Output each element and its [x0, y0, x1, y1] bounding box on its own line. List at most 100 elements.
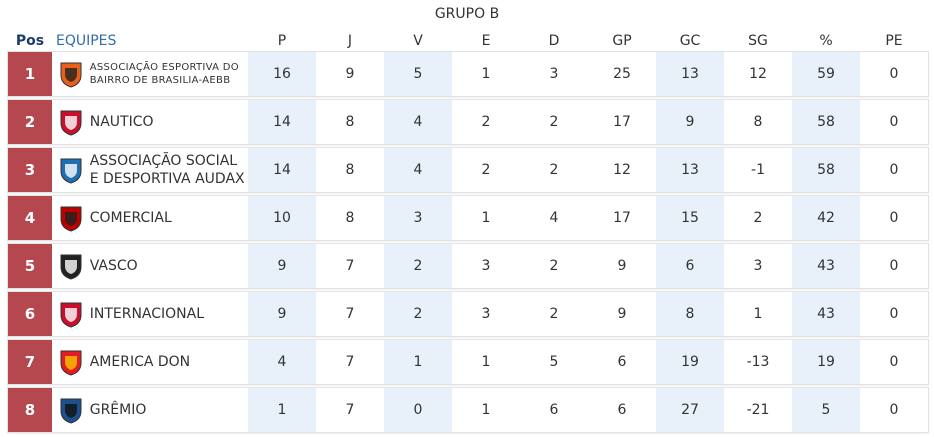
group-title: GRUPO B	[434, 6, 500, 22]
stat-cell: 8	[656, 292, 724, 336]
stat-cell: 13	[656, 148, 724, 192]
team-name: ASSOCIAÇÃO SOCIAL E DESPORTIVA AUDAX	[89, 153, 245, 187]
stat-cell: 0	[889, 258, 899, 274]
stat-cell: 6	[656, 244, 724, 288]
stat-cell: 0	[889, 402, 899, 418]
stat-cell: 12	[749, 66, 767, 82]
team-row: 1 ASSOCIAÇÃO ESPORTIVA DO BAIRRO DE BRASI…	[8, 52, 928, 96]
position-cell: 5	[8, 244, 52, 288]
header-cell: E	[481, 33, 491, 49]
stat-cell: 4	[248, 340, 316, 384]
stat-cell: 19	[656, 340, 724, 384]
stat-cell: 3	[481, 306, 491, 322]
team-row: 8 GRÊMIO 1 7 0 1 6 6 27 -21 5 0	[8, 388, 928, 432]
stat-cell: 1	[248, 388, 316, 432]
stat-cell: 1	[384, 340, 452, 384]
stat-cell: 6	[617, 402, 627, 418]
stat-cell: 6	[617, 354, 627, 370]
team-row: 2 NAUTICO 14 8 4 2 2 17 9 8 58 0	[8, 100, 928, 144]
stat-cell: 3	[549, 66, 559, 82]
position-cell: 7	[8, 340, 52, 384]
stat-cell: 7	[345, 258, 355, 274]
stat-cell: 3	[384, 196, 452, 240]
team-name: ASSOCIAÇÃO ESPORTIVA DO BAIRRO DE BRASIL…	[89, 62, 239, 86]
stat-cell: 8	[345, 162, 355, 178]
stat-cell: 9	[248, 292, 316, 336]
stat-cell: 2	[481, 114, 491, 130]
stat-cell: 4	[549, 210, 559, 226]
stat-cell: 0	[384, 388, 452, 432]
position-cell: 2	[8, 100, 52, 144]
stat-cell: 3	[481, 258, 491, 274]
team-logo	[60, 254, 82, 280]
stat-cell: 10	[248, 196, 316, 240]
team-name: COMERCIAL	[89, 210, 172, 226]
position-cell: 3	[8, 148, 52, 192]
team-logo	[60, 62, 82, 88]
stat-cell: 9	[617, 306, 627, 322]
team-row: 4 COMERCIAL 10 8 3 1 4 17 15 2 42 0	[8, 196, 928, 240]
team-name: GRÊMIO	[89, 402, 147, 418]
team-name: INTERNACIONAL	[89, 306, 205, 322]
header-cell: Pos	[15, 33, 45, 49]
stat-cell: 4	[384, 100, 452, 144]
position-cell: 4	[8, 196, 52, 240]
stat-cell: 59	[792, 52, 860, 96]
stat-cell: 43	[792, 292, 860, 336]
team-cell: NAUTICO	[52, 100, 248, 144]
stat-cell: 42	[792, 196, 860, 240]
header-cell: PE	[885, 33, 903, 49]
stat-cell: 2	[384, 292, 452, 336]
stat-cell: 0	[889, 66, 899, 82]
header-cell: EQUIPES	[56, 33, 117, 49]
stat-cell: 0	[889, 162, 899, 178]
stat-cell: 2	[481, 162, 491, 178]
stat-cell: 1	[481, 402, 491, 418]
stat-cell: 1	[481, 66, 491, 82]
stat-cell: 0	[889, 210, 899, 226]
stat-cell: 13	[656, 52, 724, 96]
header-cell: J	[347, 33, 353, 49]
header-row: Pos EQUIPES P J V E D GP GC SG% PE	[8, 30, 928, 52]
stat-cell: 0	[889, 114, 899, 130]
stat-cell: 43	[792, 244, 860, 288]
team-cell: ASSOCIAÇÃO SOCIAL E DESPORTIVA AUDAX	[52, 148, 248, 192]
header-cell: SG	[748, 33, 768, 49]
team-name: AMERICA DON	[89, 354, 191, 370]
team-name: VASCO	[89, 258, 138, 274]
team-row: 3 ASSOCIAÇÃO SOCIAL E DESPORTIVA AUDAX 14 8…	[8, 148, 928, 192]
stat-cell: 7	[345, 354, 355, 370]
stat-cell: 9	[617, 258, 627, 274]
stat-cell: 9	[656, 100, 724, 144]
header-cell: D	[548, 33, 560, 49]
team-cell: AMERICA DON	[52, 340, 248, 384]
stat-cell: 17	[613, 114, 631, 130]
header-cell: %	[819, 33, 833, 49]
stat-cell: 2	[549, 114, 559, 130]
stat-cell: 1	[753, 306, 763, 322]
stat-cell: -13	[746, 354, 770, 370]
stat-cell: 2	[549, 162, 559, 178]
header-cell: GP	[612, 33, 632, 49]
header-cell: V	[413, 33, 423, 49]
team-logo	[60, 206, 82, 232]
stat-cell: 14	[248, 100, 316, 144]
team-row: 5 VASCO 9 7 2 3 2 9 6 3 43 0	[8, 244, 928, 288]
stat-cell: 1	[481, 210, 491, 226]
stat-cell: 5	[549, 354, 559, 370]
stat-cell: 7	[345, 402, 355, 418]
stat-cell: 3	[753, 258, 763, 274]
stat-cell: 12	[613, 162, 631, 178]
stat-cell: 27	[656, 388, 724, 432]
stat-cell: 8	[345, 210, 355, 226]
stat-cell: 0	[889, 306, 899, 322]
team-cell: INTERNACIONAL	[52, 292, 248, 336]
stat-cell: 8	[753, 114, 763, 130]
stat-cell: 19	[792, 340, 860, 384]
stat-cell: 25	[613, 66, 631, 82]
team-logo	[60, 398, 82, 424]
position-cell: 1	[8, 52, 52, 96]
stat-cell: 7	[345, 306, 355, 322]
stat-cell: 9	[248, 244, 316, 288]
